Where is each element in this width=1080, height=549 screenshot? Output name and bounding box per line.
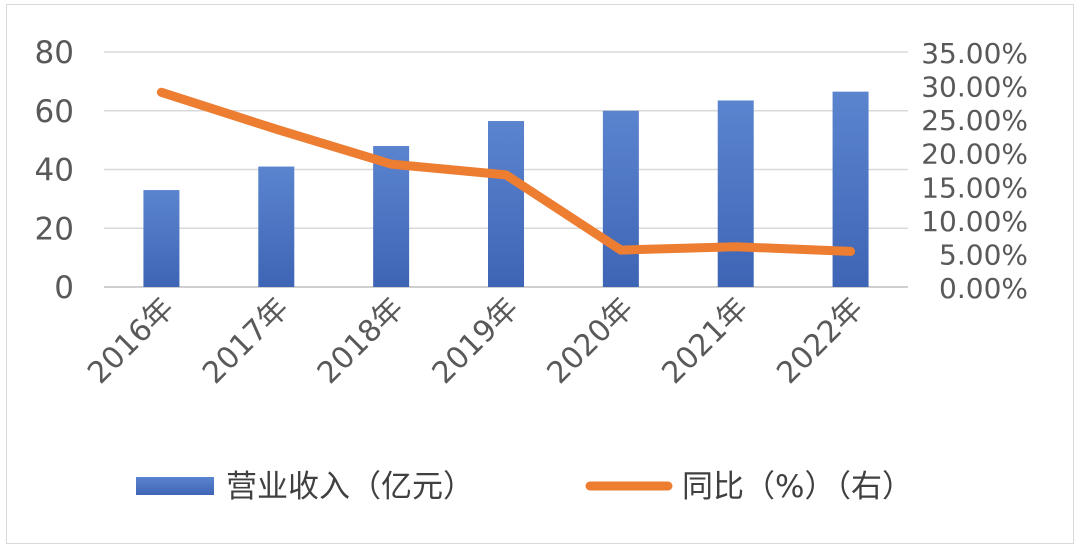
- left-tick-label: 40: [35, 153, 74, 189]
- right-tick-label: 30.00%: [921, 71, 1028, 104]
- legend-label-bar: 营业收入（亿元）: [226, 469, 474, 505]
- bar: [832, 91, 869, 287]
- legend-swatch-bar: [136, 477, 214, 495]
- category-label: 2021年: [655, 291, 755, 391]
- bar: [717, 100, 754, 287]
- right-tick-label: 0.00%: [939, 272, 1028, 305]
- legend: 营业收入（亿元） 同比（%）（右）: [136, 469, 913, 505]
- left-axis-ticks: 0 20 40 60 80: [35, 35, 74, 306]
- right-tick-label: 20.00%: [921, 138, 1028, 171]
- right-tick-label: 25.00%: [921, 104, 1028, 137]
- category-label: 2016年: [81, 291, 181, 391]
- left-tick-label: 60: [35, 94, 74, 130]
- bar: [488, 121, 524, 287]
- left-tick-label: 20: [35, 211, 74, 247]
- chart-frame: [6, 4, 1074, 544]
- right-tick-label: 35.00%: [921, 37, 1028, 70]
- right-tick-label: 15.00%: [921, 171, 1028, 204]
- category-label: 2020年: [541, 291, 641, 391]
- bar: [258, 166, 295, 287]
- category-label: 2018年: [311, 291, 411, 391]
- bar: [143, 190, 180, 287]
- category-label: 2017年: [196, 291, 296, 391]
- left-tick-label: 80: [35, 35, 74, 71]
- category-label: 2019年: [426, 291, 526, 391]
- right-tick-label: 5.00%: [939, 238, 1028, 271]
- category-label: 2022年: [770, 291, 870, 391]
- category-labels: 2016年 2017年 2018年 2019年 2020年 2021年 2022年: [81, 291, 870, 391]
- right-tick-label: 10.00%: [921, 205, 1028, 238]
- left-tick-label: 0: [54, 270, 74, 306]
- right-axis-ticks: 0.00%5.00%10.00%15.00%20.00%25.00%30.00%…: [921, 37, 1028, 305]
- legend-label-line: 同比（%）（右）: [682, 469, 913, 505]
- bar: [602, 110, 639, 287]
- line-series: [156, 87, 856, 256]
